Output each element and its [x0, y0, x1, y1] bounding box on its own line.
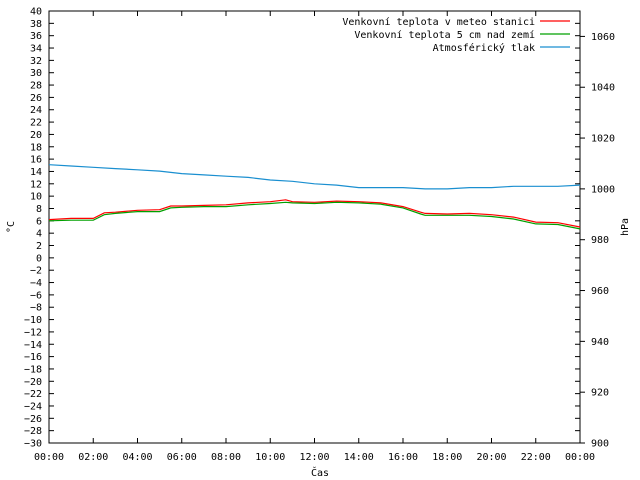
y2-tick-label: 920 — [591, 388, 609, 399]
y-tick-label: 40 — [30, 7, 42, 18]
y2-tick-label: 1000 — [591, 184, 615, 195]
y-tick-label: 36 — [30, 31, 42, 42]
plot-frame — [48, 10, 581, 444]
y2-tick-label: 940 — [591, 337, 609, 348]
series-line-1 — [48, 201, 581, 230]
y2-tick-label: 960 — [591, 286, 609, 297]
x-tick-label: 06:00 — [167, 452, 197, 463]
x-tick-label: 00:00 — [34, 452, 64, 463]
y-tick-label: 14 — [30, 167, 42, 178]
y2-tick-label: 1060 — [591, 32, 615, 43]
series-line-0 — [48, 199, 581, 228]
x-tick-label: 16:00 — [388, 452, 418, 463]
y-tick-label: 10 — [30, 192, 42, 203]
y-tick-label: 16 — [30, 155, 42, 166]
y2-tick-label: 1040 — [591, 83, 615, 94]
x-tick-label: 02:00 — [78, 452, 108, 463]
y-tick-label: 26 — [30, 93, 42, 104]
x-tick-label: 12:00 — [299, 452, 329, 463]
x-axis-label: Čas — [311, 466, 329, 479]
y-tick-label: −4 — [30, 278, 42, 289]
y-tick-label: 22 — [30, 118, 42, 129]
series-line-2 — [48, 164, 581, 190]
y-tick-label: −28 — [24, 426, 42, 437]
y-tick-label: −2 — [30, 266, 42, 277]
y-tick-label: −14 — [24, 340, 42, 351]
y-tick-label: −6 — [30, 290, 42, 301]
legend: Venkovní teplota v meteo staniciVenkovní… — [342, 16, 570, 54]
y-tick-label: 8 — [36, 204, 42, 215]
y-tick-label: −30 — [24, 439, 42, 450]
y2-tick-label: 980 — [591, 235, 609, 246]
x-tick-label: 04:00 — [122, 452, 152, 463]
series-lines — [48, 164, 581, 230]
y-tick-label: −22 — [24, 389, 42, 400]
y-tick-label: −20 — [24, 377, 42, 388]
y-tick-label: 34 — [30, 44, 42, 55]
y-tick-label: −26 — [24, 414, 42, 425]
y-tick-label: 28 — [30, 81, 42, 92]
x-tick-label: 22:00 — [521, 452, 551, 463]
y-tick-label: −10 — [24, 315, 42, 326]
y-tick-label: 30 — [30, 68, 42, 79]
y-tick-label: −18 — [24, 364, 42, 375]
y-tick-label: 6 — [36, 216, 42, 227]
y-tick-label: −16 — [24, 352, 42, 363]
legend-label: Venkovní teplota v meteo stanici — [342, 16, 535, 28]
y-tick-label: −8 — [30, 303, 42, 314]
x-tick-label: 08:00 — [211, 452, 241, 463]
y-tick-label: 2 — [36, 241, 42, 252]
y-tick-label: 0 — [36, 253, 42, 264]
x-axis-ticks: 00:00 02:00 04:00 06:00 08:00 10:00 12:00 14:00… — [34, 11, 595, 463]
y-tick-label: 32 — [30, 56, 42, 67]
y2-tick-label: 1020 — [591, 134, 615, 145]
x-tick-label: 18:00 — [432, 452, 462, 463]
y2-tick-label: 900 — [591, 439, 609, 450]
x-tick-label: 00:00 — [565, 452, 595, 463]
legend-label: Venkovní teplota 5 cm nad zemí — [354, 29, 535, 41]
x-tick-label: 20:00 — [476, 452, 506, 463]
y2-axis-ticks: 1060 1040 1020 1000 980 960 940 920 900 — [580, 32, 615, 450]
y-tick-label: −24 — [24, 401, 42, 412]
y-tick-label: 24 — [30, 105, 42, 116]
legend-label: Atmosférický tlak — [433, 42, 535, 54]
y-tick-label: 4 — [36, 229, 42, 240]
y-tick-label: 12 — [30, 179, 42, 190]
x-tick-label: 14:00 — [344, 452, 374, 463]
y-tick-label: 18 — [30, 142, 42, 153]
y2-axis-label: hPa — [620, 218, 631, 236]
y-tick-label: 38 — [30, 19, 42, 30]
y-axis-label: °C — [6, 221, 17, 233]
y-tick-label: −12 — [24, 327, 42, 338]
x-tick-label: 10:00 — [255, 452, 285, 463]
y-tick-label: 20 — [30, 130, 42, 141]
y-axis-ticks: 4038363432302826242220181614121086420−2−… — [24, 7, 580, 450]
